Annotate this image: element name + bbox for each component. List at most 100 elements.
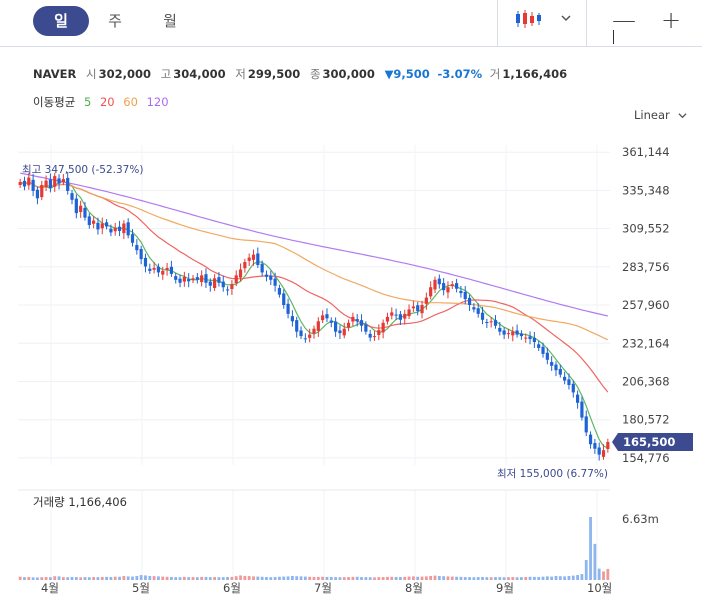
volume-bar	[420, 576, 424, 580]
price-info-row: NAVER 시 302,000 고 304,000 저 299,500 종 300,00…	[33, 66, 573, 82]
zoom-out-button[interactable]: —	[612, 6, 636, 34]
candle-body	[398, 314, 403, 320]
volume-bar	[429, 576, 433, 580]
volume-bar	[44, 577, 48, 580]
candle-body	[351, 316, 355, 322]
candle-body	[593, 443, 597, 449]
volume-bar	[217, 577, 221, 580]
volume-bar	[446, 576, 450, 580]
candle-body	[113, 227, 117, 232]
candle-body	[437, 278, 441, 285]
volume-bar	[472, 577, 476, 580]
tab-month[interactable]: 월	[163, 12, 177, 30]
volume-tick-label: 6.63m	[622, 512, 659, 526]
volume-label: 거	[489, 67, 501, 81]
ma-line-20	[19, 181, 609, 393]
chevron-down-icon[interactable]	[560, 12, 572, 24]
zoom-in-button[interactable]: +	[660, 6, 682, 34]
volume-bar	[377, 577, 381, 580]
volume-bar	[96, 577, 100, 580]
candle-body	[251, 254, 256, 260]
candle-body	[135, 245, 139, 251]
price-tick-label: 257,960	[622, 298, 670, 312]
ma-120[interactable]: 120	[146, 95, 169, 109]
candle-body	[567, 379, 571, 385]
volume-bar	[131, 576, 134, 580]
price-chart[interactable]: 361,144 335,348 309,552 283,756 257,960 232,1…	[0, 125, 702, 614]
volume-value: 1,166,406	[502, 67, 568, 81]
candle-body	[161, 270, 165, 275]
volume-bar	[148, 576, 152, 580]
candle-body	[295, 320, 299, 332]
volume-bar	[200, 576, 204, 580]
candle-body	[57, 178, 61, 184]
volume-bar	[122, 576, 126, 580]
candle-body	[225, 289, 230, 291]
price-tick-label: 283,756	[622, 260, 670, 274]
candlestick-icon[interactable]	[514, 8, 542, 30]
volume-bar	[278, 576, 281, 580]
volume-bar	[74, 577, 78, 580]
volume-bar	[113, 576, 117, 580]
candle-body	[299, 330, 303, 337]
volume-bar	[386, 576, 389, 580]
volume-bar	[334, 577, 338, 580]
ma-5[interactable]: 5	[83, 95, 92, 109]
candle-body	[416, 305, 420, 311]
scale-selector[interactable]: Linear	[634, 108, 688, 122]
volume-bar	[502, 577, 506, 580]
scale-label: Linear	[634, 108, 670, 122]
candle-body	[264, 274, 269, 277]
volume-bar	[476, 577, 480, 580]
candle-body	[238, 269, 243, 278]
volume-title: 거래량 1,166,406	[33, 495, 127, 509]
candle-body	[217, 277, 221, 283]
tab-day[interactable]: 일	[33, 6, 89, 36]
candle-body	[442, 283, 446, 291]
toolbar-divider	[586, 0, 587, 46]
volume-bar	[18, 576, 22, 580]
volume-bar	[325, 576, 329, 580]
tab-week[interactable]: 주	[108, 12, 122, 30]
volume-bar	[135, 576, 139, 580]
volume-bar	[468, 577, 471, 580]
volume-bar	[234, 576, 238, 580]
month-label: 4월	[41, 581, 59, 595]
volume-bar	[316, 576, 320, 580]
candle-body	[446, 287, 450, 293]
candle-body	[256, 253, 260, 265]
candle-body	[476, 308, 480, 314]
candle-body	[187, 279, 191, 282]
ma-20[interactable]: 20	[99, 95, 115, 109]
candle-body	[429, 287, 433, 297]
price-tick-label: 154,776	[622, 451, 670, 465]
volume-bar	[347, 577, 350, 580]
volume-bar	[399, 577, 402, 580]
candle-body	[377, 330, 381, 335]
volume-bar	[49, 577, 52, 580]
volume-bar	[303, 576, 307, 580]
volume-bar	[299, 576, 303, 580]
candle-body	[433, 279, 437, 290]
volume-bar	[528, 576, 532, 580]
candle-body	[100, 223, 104, 229]
volume-bar	[213, 577, 217, 580]
volume-bar	[403, 576, 407, 580]
candle-body	[165, 267, 169, 270]
ma-60[interactable]: 60	[123, 95, 138, 109]
candle-body	[359, 320, 364, 326]
volume-bar	[507, 577, 510, 580]
volume-bar	[312, 576, 316, 580]
candle-body	[532, 337, 536, 343]
volume-bar	[433, 575, 437, 580]
candle-body	[450, 284, 454, 287]
volume-bar	[532, 576, 536, 580]
candle-body	[152, 267, 156, 270]
volume-bar	[511, 577, 515, 580]
volume-bar	[221, 577, 225, 580]
text-cursor	[613, 30, 614, 44]
volume-bar	[554, 576, 558, 580]
volume-bar	[576, 575, 579, 580]
candle-body	[104, 222, 109, 227]
period-toolbar: 일 주 월 — +	[0, 0, 702, 47]
